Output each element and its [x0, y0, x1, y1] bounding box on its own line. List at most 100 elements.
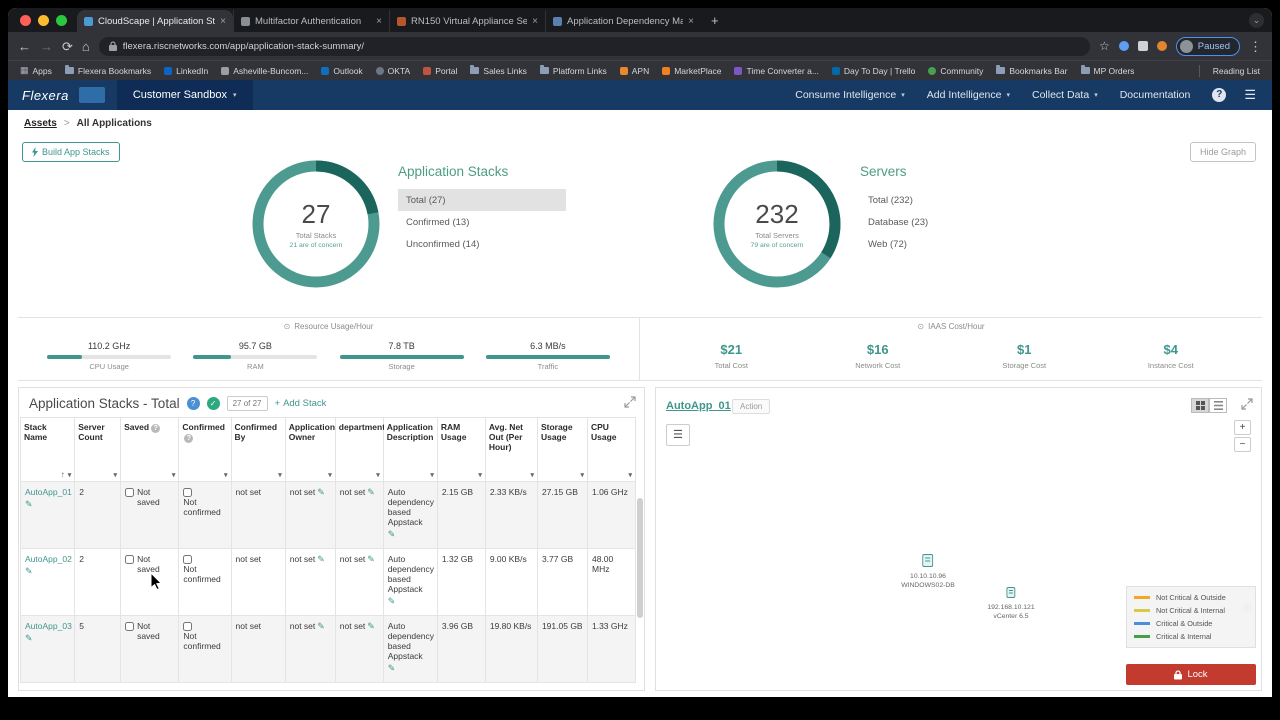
- address-bar[interactable]: flexera.riscnetworks.com/app/application…: [98, 36, 1090, 56]
- edit-icon[interactable]: ✎: [387, 596, 396, 606]
- filter-chevron-icon[interactable]: ▾: [67, 471, 72, 479]
- graph-node-windows02[interactable]: 10.10.10.96 WINDOWS02-DB: [901, 554, 955, 590]
- environment-dropdown[interactable]: Customer Sandbox ▾: [116, 80, 253, 110]
- extension-icon[interactable]: [1118, 41, 1129, 51]
- saved-checkbox[interactable]: [125, 622, 135, 631]
- graph-menu-button[interactable]: ☰: [666, 424, 690, 446]
- filter-chevron-icon[interactable]: ▾: [580, 472, 584, 479]
- browser-tab-dependency[interactable]: Application Dependency Mapp ×: [545, 10, 701, 32]
- bookmark-linkedin[interactable]: LinkedIn: [164, 66, 208, 76]
- kebab-menu-icon[interactable]: ⋮: [1249, 38, 1262, 54]
- bookmark-portal[interactable]: Portal: [423, 66, 457, 76]
- bookmark-flexera-folder[interactable]: Flexera Bookmarks: [64, 65, 151, 76]
- column-header-cpu-usage[interactable]: CPU Usage ▾: [586, 417, 637, 482]
- bookmark-time-converter[interactable]: Time Converter a...: [734, 66, 819, 76]
- new-tab-button[interactable]: +: [711, 12, 719, 28]
- profile-paused-badge[interactable]: Paused: [1175, 36, 1240, 56]
- edit-icon[interactable]: ✎: [317, 554, 325, 564]
- reload-icon[interactable]: ⟳: [62, 38, 73, 54]
- filter-chevron-icon[interactable]: ▾: [171, 472, 176, 479]
- stack-link[interactable]: AutoApp_02: [25, 554, 72, 564]
- menu-add-intelligence[interactable]: Add Intelligence ▾: [926, 89, 1010, 101]
- stack-link[interactable]: AutoApp_01: [25, 487, 72, 497]
- confirmed-checkbox[interactable]: [183, 622, 193, 631]
- expand-panel-icon[interactable]: [624, 396, 636, 408]
- stacks-filter-unconfirmed[interactable]: Unconfirmed (14): [406, 238, 480, 250]
- zoom-out-button[interactable]: −: [1234, 437, 1251, 452]
- filter-chevron-icon[interactable]: ▾: [328, 472, 332, 479]
- bookmark-mp-orders-folder[interactable]: MP Orders: [1080, 65, 1134, 76]
- close-icon[interactable]: ×: [220, 15, 226, 27]
- filter-chevron-icon[interactable]: ▾: [376, 472, 380, 479]
- filter-chevron-icon[interactable]: ▾: [278, 472, 282, 479]
- edit-icon[interactable]: ✎: [25, 499, 33, 509]
- column-header-server-count[interactable]: Server Count ▾: [74, 417, 122, 482]
- hide-graph-button[interactable]: Hide Graph: [1189, 142, 1256, 162]
- browser-tab-cloudscape[interactable]: CloudScape | Application Stac ×: [77, 10, 233, 32]
- bookmark-okta[interactable]: OKTA: [375, 66, 410, 76]
- servers-filter-total[interactable]: Total (232): [868, 194, 913, 206]
- stacks-filter-total[interactable]: Total (27): [398, 189, 566, 211]
- grid-view-toggle[interactable]: [1191, 398, 1209, 413]
- status-icon[interactable]: ✓: [206, 397, 220, 410]
- edit-icon[interactable]: ✎: [367, 621, 375, 631]
- zoom-window-button[interactable]: [56, 14, 67, 26]
- lock-button[interactable]: Lock: [1126, 664, 1256, 685]
- info-icon[interactable]: ?: [186, 397, 200, 410]
- filter-chevron-icon[interactable]: ▾: [430, 472, 434, 479]
- minimize-window-button[interactable]: [38, 14, 49, 26]
- help-icon[interactable]: ?: [1212, 88, 1227, 102]
- confirmed-checkbox[interactable]: [183, 555, 193, 564]
- filter-chevron-icon[interactable]: ▾: [478, 472, 482, 479]
- stack-link[interactable]: AutoApp_03: [25, 621, 72, 631]
- servers-filter-web[interactable]: Web (72): [868, 238, 907, 250]
- bookmark-apn[interactable]: APN: [619, 66, 649, 76]
- filter-chevron-icon[interactable]: ▾: [113, 472, 118, 479]
- close-window-button[interactable]: [20, 14, 31, 26]
- filter-chevron-icon[interactable]: ▾: [628, 472, 632, 479]
- edit-icon[interactable]: ✎: [387, 529, 396, 539]
- list-view-toggle[interactable]: [1209, 398, 1227, 413]
- edit-icon[interactable]: ✎: [317, 621, 325, 631]
- bookmark-marketplace[interactable]: MarketPlace: [662, 66, 721, 76]
- browser-tab-rn150[interactable]: RN150 Virtual Appliance Secu ×: [389, 10, 545, 32]
- menu-consume-intelligence[interactable]: Consume Intelligence ▾: [795, 89, 905, 101]
- action-button[interactable]: Action: [732, 399, 771, 414]
- browser-tab-multifactor[interactable]: Multifactor Authentication ×: [233, 10, 389, 32]
- bookmark-bar-folder[interactable]: Bookmarks Bar: [996, 65, 1068, 76]
- confirmed-checkbox[interactable]: [183, 488, 193, 497]
- home-icon[interactable]: ⌂: [81, 38, 90, 54]
- column-header-confirmed-by[interactable]: Confirmed By ▾: [230, 417, 286, 482]
- help-icon[interactable]: ?: [151, 424, 161, 433]
- column-header-application-owner[interactable]: Application Owner ▾: [284, 417, 336, 482]
- filter-chevron-icon[interactable]: ▾: [530, 472, 534, 479]
- bookmark-sales-folder[interactable]: Sales Links: [470, 65, 527, 76]
- bookmark-outlook[interactable]: Outlook: [321, 66, 363, 76]
- column-header-department[interactable]: department ▾: [334, 417, 385, 482]
- back-icon[interactable]: ←: [18, 38, 31, 54]
- add-stack-button[interactable]: + Add Stack: [274, 398, 327, 409]
- forward-icon[interactable]: →: [40, 38, 53, 54]
- close-icon[interactable]: ×: [532, 15, 538, 27]
- bookmark-apps[interactable]: ▦ Apps: [20, 65, 52, 76]
- column-header-ram-usage[interactable]: RAM Usage ▾: [436, 417, 486, 482]
- servers-filter-database[interactable]: Database (23): [868, 216, 929, 228]
- menu-documentation[interactable]: Documentation: [1119, 89, 1191, 101]
- table-scrollbar[interactable]: [637, 498, 643, 618]
- saved-checkbox[interactable]: [125, 555, 135, 564]
- bookmark-asheville[interactable]: Asheville-Buncom...: [221, 66, 308, 76]
- build-app-stacks-button[interactable]: Build App Stacks: [22, 142, 120, 162]
- edit-icon[interactable]: ✎: [317, 487, 325, 497]
- menu-collect-data[interactable]: Collect Data ▾: [1032, 89, 1098, 101]
- edit-icon[interactable]: ✎: [25, 566, 33, 576]
- column-header-saved[interactable]: Saved? ▾: [120, 417, 180, 482]
- hamburger-menu-icon[interactable]: ☰: [1244, 87, 1256, 102]
- bookmark-trello[interactable]: Day To Day | Trello: [831, 66, 915, 76]
- saved-checkbox[interactable]: [125, 488, 135, 497]
- extension-icon[interactable]: [1137, 41, 1148, 51]
- bookmark-community[interactable]: Community: [928, 66, 983, 76]
- graph-node-vcenter[interactable]: 192.168.10.121 vCenter 6.5: [987, 585, 1035, 621]
- close-icon[interactable]: ×: [688, 15, 694, 27]
- column-header-avg-net-out[interactable]: Avg. Net Out (Per Hour) ▾: [484, 417, 538, 482]
- close-icon[interactable]: ×: [376, 15, 382, 27]
